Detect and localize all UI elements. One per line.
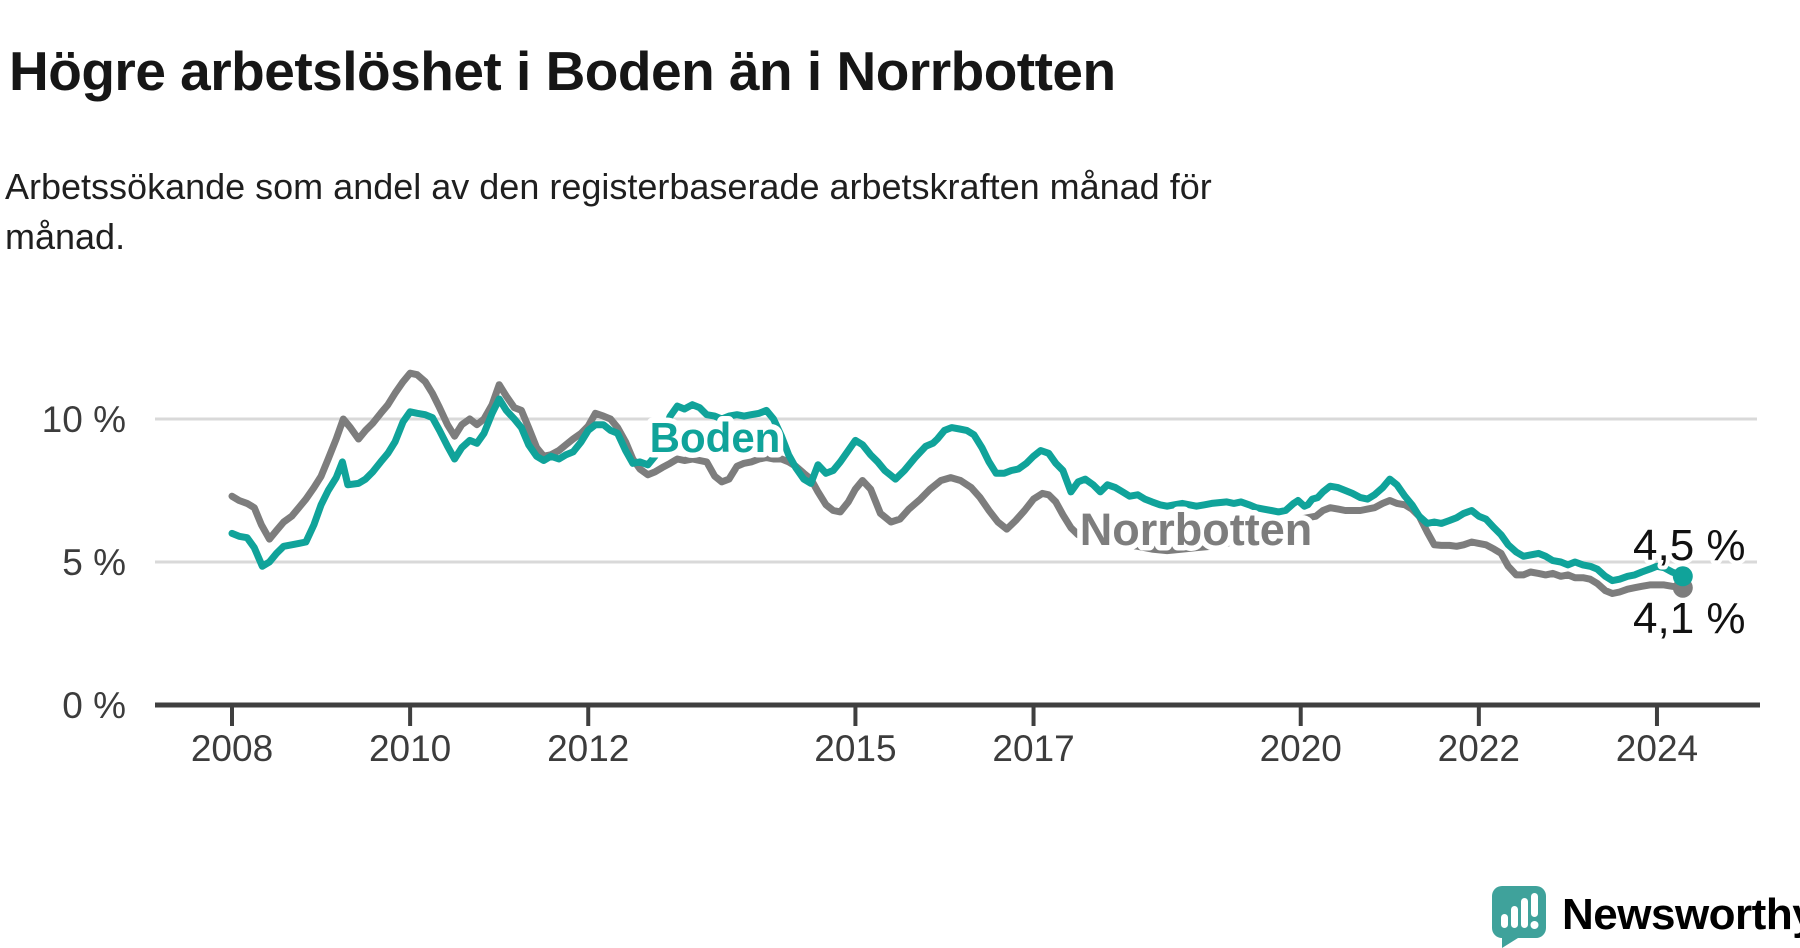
- x-tick-label-2010: 2010: [369, 728, 451, 769]
- logo-exclamation-dot: [1530, 921, 1539, 929]
- x-tick-label-2012: 2012: [547, 728, 629, 769]
- x-tick-label-2017: 2017: [992, 728, 1074, 769]
- series-line-boden: [228, 395, 1687, 585]
- series-label-norrbotten: Norrbotten: [1080, 504, 1312, 555]
- y-tick-label-0: 0 %: [62, 685, 126, 726]
- logo-bar-1: [1501, 914, 1508, 928]
- newsworthy-logo-icon: [1492, 886, 1546, 948]
- y-axis-tick-labels: 0 % 5 % 10 %: [42, 399, 126, 726]
- end-value-label-norrbotten: 4,1 %: [1633, 594, 1746, 643]
- logo-bar-3: [1521, 898, 1528, 928]
- logo-exclamation-bar: [1531, 893, 1538, 917]
- x-tick-label-2015: 2015: [814, 728, 896, 769]
- x-tick-label-2022: 2022: [1438, 728, 1520, 769]
- chart-subtitle: Arbetssökande som andel av den registerb…: [5, 162, 1212, 262]
- y-tick-label-10: 10 %: [42, 399, 126, 440]
- subtitle-line-1: Arbetssökande som andel av den registerb…: [5, 166, 1212, 207]
- series-end-dot-boden: [1672, 566, 1693, 587]
- x-tick-label-2008: 2008: [191, 728, 273, 769]
- page-title: Högre arbetslöshet i Boden än i Norrbott…: [9, 39, 1116, 102]
- logo-bubble-shape: [1492, 886, 1546, 948]
- x-axis: [155, 702, 1760, 726]
- newsworthy-logo: Newsworthy: [1490, 882, 1800, 948]
- end-value-label-boden: 4,5 %: [1633, 521, 1746, 570]
- newsworthy-logo-text: Newsworthy: [1562, 890, 1800, 939]
- x-tick-label-2024: 2024: [1616, 728, 1698, 769]
- series-line-norrbotten: [228, 369, 1687, 597]
- series-label-boden: Boden: [650, 414, 781, 461]
- x-axis-tick-labels: 2008 2010 2012 2015 2017 2020 2022 2024: [191, 728, 1698, 769]
- subtitle-line-2: månad.: [5, 216, 126, 257]
- gridlines: [155, 417, 1757, 564]
- x-tick-label-2020: 2020: [1260, 728, 1342, 769]
- y-tick-label-5: 5 %: [62, 542, 126, 583]
- series-lines: [228, 369, 1693, 598]
- logo-bar-2: [1511, 906, 1518, 928]
